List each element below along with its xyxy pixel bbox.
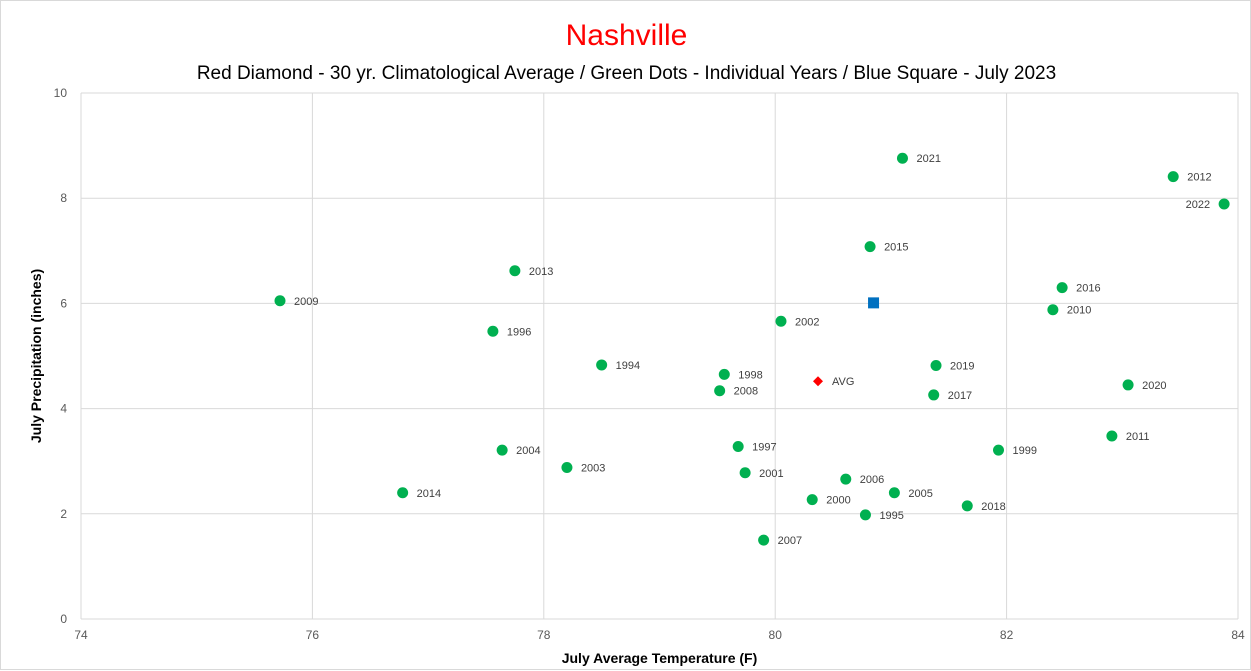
point-label: 2003 xyxy=(581,463,605,475)
point-label: 2022 xyxy=(1186,199,1210,211)
year-point xyxy=(806,494,818,506)
year-point xyxy=(896,152,908,164)
point-label: 2004 xyxy=(516,445,540,457)
x-axis-title: July Average Temperature (F) xyxy=(562,650,758,666)
year-point xyxy=(888,487,900,499)
year-point xyxy=(1167,171,1179,183)
current-year-point xyxy=(868,297,880,309)
x-tick-label: 74 xyxy=(74,628,88,642)
x-tick-label: 76 xyxy=(306,628,320,642)
year-point xyxy=(1047,304,1059,316)
year-point xyxy=(864,241,876,253)
data-points: 2009 2014 1996 2004 2013 2003 1994 2008 1998 1997… xyxy=(274,152,1230,547)
chart-subtitle: Red Diamond - 30 yr. Climatological Aver… xyxy=(196,63,1057,84)
x-tick-label: 78 xyxy=(537,628,551,642)
year-point xyxy=(758,534,770,546)
year-point xyxy=(993,444,1005,456)
point-label: 1999 xyxy=(1013,445,1037,457)
y-tick-label: 4 xyxy=(60,402,67,416)
year-point xyxy=(714,385,726,397)
y-axis-title: July Precipitation (inches) xyxy=(28,269,44,443)
point-label: 2006 xyxy=(860,474,884,486)
point-label: 2015 xyxy=(884,242,908,254)
point-label: AVG xyxy=(832,376,854,388)
point-label: 1997 xyxy=(752,441,776,453)
year-point xyxy=(596,359,608,371)
point-label: 2008 xyxy=(734,386,758,398)
year-point xyxy=(775,315,787,327)
point-label: 2016 xyxy=(1076,283,1100,295)
year-point xyxy=(961,500,973,512)
x-tick-label: 82 xyxy=(1000,628,1014,642)
y-tick-label: 0 xyxy=(60,612,67,626)
point-label: 2007 xyxy=(778,535,802,547)
year-point xyxy=(928,389,940,401)
year-point xyxy=(274,295,286,307)
point-label: 1994 xyxy=(616,360,640,372)
point-label: 2012 xyxy=(1187,172,1211,184)
year-point xyxy=(859,509,871,521)
year-point xyxy=(1056,282,1068,294)
x-tick-label: 84 xyxy=(1231,628,1245,642)
year-point xyxy=(718,368,730,380)
point-label: 2020 xyxy=(1142,380,1166,392)
x-tick-label: 80 xyxy=(769,628,783,642)
point-label: 2005 xyxy=(908,488,932,500)
point-label: 2018 xyxy=(981,501,1005,513)
year-point xyxy=(397,487,409,499)
year-point xyxy=(1218,198,1230,210)
year-point xyxy=(1122,379,1134,391)
year-point xyxy=(509,265,521,277)
point-label: 1995 xyxy=(879,510,903,522)
point-label: 1998 xyxy=(738,369,762,381)
tick-labels: 74 76 78 80 82 84 0 2 4 6 8 10 xyxy=(54,86,1245,642)
point-label: 2019 xyxy=(950,360,974,372)
year-point xyxy=(739,467,751,479)
axis-titles: July Average Temperature (F) July Precip… xyxy=(28,269,757,666)
chart-title: Nashville xyxy=(565,19,688,52)
year-point xyxy=(840,473,852,485)
y-tick-label: 8 xyxy=(60,191,67,205)
point-label: 2009 xyxy=(294,296,318,308)
year-point xyxy=(561,462,573,474)
year-point xyxy=(732,440,744,452)
y-tick-label: 2 xyxy=(60,507,67,521)
year-point xyxy=(487,325,499,337)
point-label: 2002 xyxy=(795,316,819,328)
point-label: 2013 xyxy=(529,266,553,278)
point-label: 2021 xyxy=(916,153,940,165)
year-point xyxy=(930,359,942,371)
point-label: 2017 xyxy=(948,390,972,402)
average-point xyxy=(813,376,824,387)
point-label: 2010 xyxy=(1067,305,1091,317)
point-label: 2000 xyxy=(826,495,850,507)
point-label: 1996 xyxy=(507,326,531,338)
y-tick-label: 10 xyxy=(54,86,68,100)
year-point xyxy=(496,444,508,456)
year-point xyxy=(1106,430,1118,442)
point-label: 2001 xyxy=(759,468,783,480)
y-tick-label: 6 xyxy=(60,296,67,310)
grid-lines xyxy=(80,92,1239,620)
point-label: 2014 xyxy=(417,488,441,500)
point-label: 2011 xyxy=(1126,431,1150,443)
